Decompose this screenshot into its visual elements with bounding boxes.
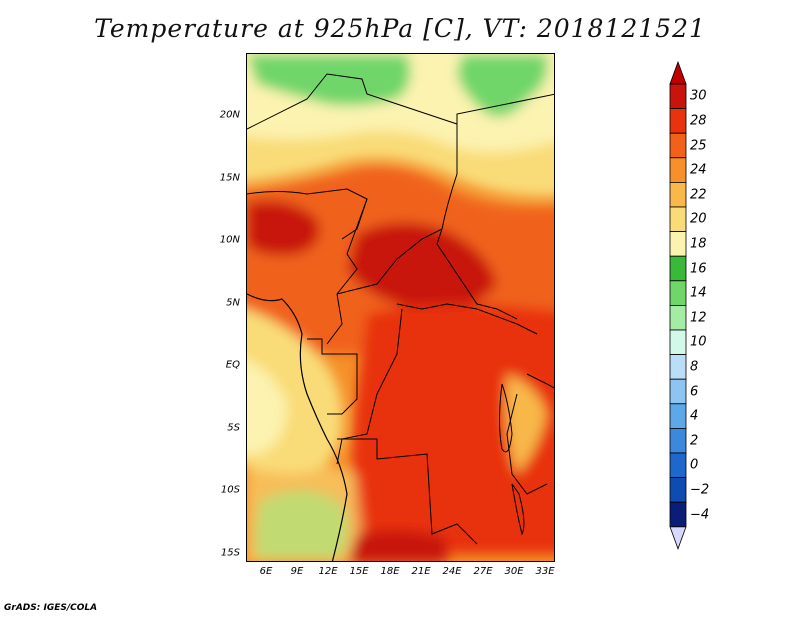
lon-tick-label: 27E [473, 566, 493, 577]
colorbar-swatch [669, 378, 687, 405]
map-frame [246, 53, 555, 562]
lon-tick-label: 12E [318, 566, 338, 577]
colorbar-swatch [669, 206, 687, 233]
border-line [247, 188, 368, 240]
colorbar-swatch [669, 427, 687, 454]
lon-tick-label: 21E [411, 566, 431, 577]
northeast-cool-region [457, 54, 548, 117]
colorbar [669, 60, 687, 550]
border-line [396, 303, 538, 335]
gulf-coast-pale-region [247, 360, 287, 454]
colorbar-level-label: 12 [690, 310, 707, 326]
border-line [326, 198, 368, 345]
border-line [436, 114, 518, 320]
colorbar-level-label: 18 [690, 236, 707, 252]
lat-tick-label: 10N [219, 234, 240, 246]
colorbar-level-label: 20 [690, 211, 707, 227]
colorbar-bottom-arrow [669, 526, 687, 550]
border-line [526, 373, 554, 389]
colorbar-swatch [669, 231, 687, 257]
lon-tick-label: 24E [442, 566, 462, 577]
colorbar-level-label: −4 [690, 507, 710, 522]
lat-tick-label: 5S [227, 422, 240, 434]
colorbar-level-label: 6 [690, 384, 699, 399]
map-title: Temperature at 925hPa [C], VT: 201812152… [94, 14, 706, 43]
west-hot-patch [247, 201, 320, 256]
colorbar-swatch [669, 182, 687, 208]
border-line [336, 228, 443, 295]
lon-tick-label: 9E [290, 566, 304, 577]
footer-credit: GrADS: IGES/COLA [4, 603, 98, 613]
border-line [307, 338, 358, 415]
congo-basin-region [352, 304, 554, 554]
border-line [337, 438, 478, 545]
colorbar-level-label: 8 [690, 359, 699, 375]
colorbar-level-label: 2 [690, 433, 699, 449]
colorbar-level-label: 24 [690, 162, 707, 178]
southern-hot-region [347, 530, 447, 561]
colorbar-level-label: 0 [690, 457, 699, 473]
central-hot-core-region [347, 222, 497, 312]
colorbar-swatch [669, 132, 687, 159]
border-line [336, 308, 403, 465]
colorbar-level-label: 4 [690, 408, 699, 424]
colorbar-level-label: 22 [690, 187, 707, 203]
colorbar-swatch [669, 280, 687, 306]
lon-tick-label: 6E [259, 566, 273, 577]
colorbar-swatch [669, 501, 687, 528]
lat-tick-label: 15N [219, 172, 240, 184]
colorbar-swatch [669, 477, 687, 503]
colorbar-level-label: 10 [690, 334, 707, 350]
colorbar-swatch [669, 354, 687, 380]
colorbar-swatch [669, 108, 687, 134]
colorbar-level-label: 25 [690, 138, 707, 153]
lat-tick-label: 15S [220, 547, 240, 559]
lon-tick-label: 30E [504, 566, 524, 577]
colorbar-swatch [669, 403, 687, 429]
colorbar-swatch [669, 329, 687, 356]
colorbar-swatch [669, 304, 687, 331]
colorbar-level-label: −2 [690, 482, 710, 498]
lake-outline [511, 483, 525, 536]
angola-surround [247, 460, 367, 561]
temperature-map [247, 54, 554, 561]
coastline [247, 293, 348, 561]
colorbar-swatch [669, 452, 687, 479]
country-borders [247, 73, 554, 561]
lon-tick-label: 33E [535, 566, 555, 577]
lon-tick-label: 15E [349, 566, 369, 577]
colorbar-level-label: 14 [690, 285, 707, 301]
lat-tick-label: 20N [219, 109, 240, 121]
colorbar-level-label: 30 [690, 88, 707, 104]
colorbar-swatch [669, 157, 687, 183]
sahara-nw-cool-region [247, 54, 411, 106]
colorbar-top-arrow [669, 60, 687, 85]
colorbar-level-label: 28 [690, 113, 707, 129]
lon-tick-label: 18E [380, 566, 400, 577]
lat-tick-label: 10S [220, 484, 240, 496]
colorbar-level-label: 16 [690, 261, 707, 276]
colorbar-swatch [669, 255, 687, 282]
colorbar-swatch [669, 83, 687, 110]
lake-outline [499, 383, 513, 453]
lat-tick-label: EQ [225, 359, 240, 371]
lat-tick-label: 5N [226, 297, 240, 309]
